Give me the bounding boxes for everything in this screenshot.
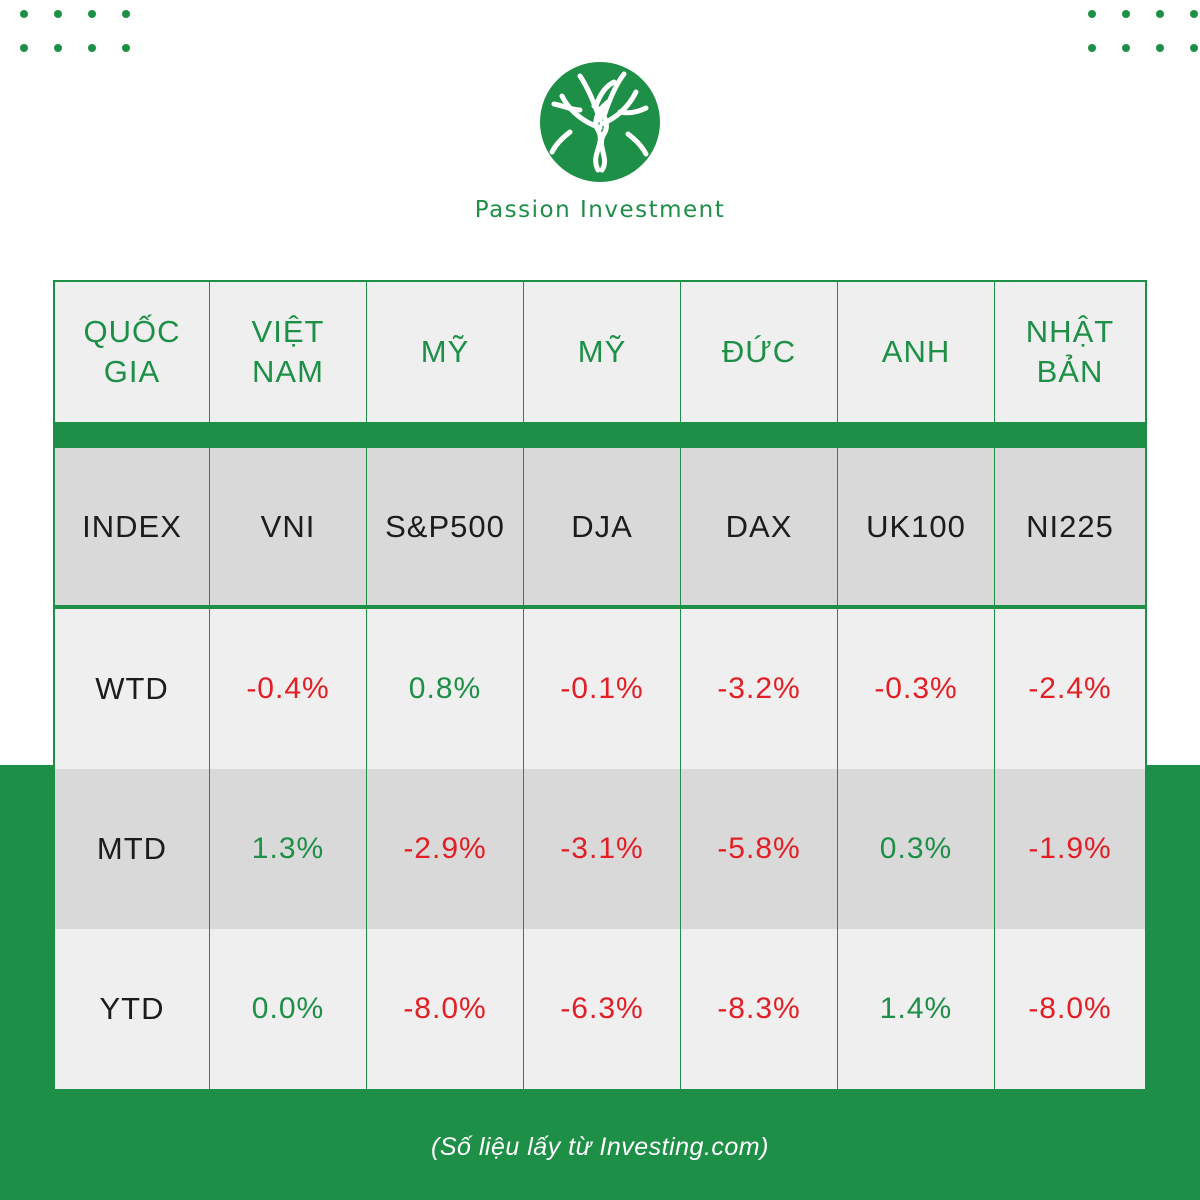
return-value: -0.1% xyxy=(524,609,681,769)
return-value: -8.0% xyxy=(1028,992,1112,1025)
return-value: -3.2% xyxy=(681,609,838,769)
source-footnote: (Số liệu lấy từ Investing.com) xyxy=(431,1133,769,1161)
return-value: -8.3% xyxy=(681,929,838,1089)
table-row: YTD 0.0% -8.0% -6.3% -8.3% 1.4% -8.0% xyxy=(55,929,1145,1089)
dot xyxy=(1122,44,1130,52)
dot xyxy=(1190,10,1198,18)
country-header-row: QUỐC GIA VIỆT NAM MỸ MỸ ĐỨC ANH NHẬT BẢN xyxy=(55,282,1145,422)
header-separator xyxy=(55,422,1145,448)
country-header-label: QUỐC GIA xyxy=(55,282,210,422)
return-value: -0.4% xyxy=(210,609,367,769)
dot xyxy=(1088,44,1096,52)
decorative-dots-right xyxy=(1088,10,1198,52)
country-name-line: MỸ xyxy=(577,334,627,369)
return-value: -8.0% xyxy=(367,929,524,1089)
dot xyxy=(122,44,130,52)
index-label: INDEX xyxy=(55,448,210,605)
country-header-label-line: GIA xyxy=(103,354,161,389)
index-name: DAX xyxy=(681,448,838,605)
country-uk: ANH xyxy=(838,282,995,422)
country-name-line: ĐỨC xyxy=(721,334,797,369)
return-value: 1.4% xyxy=(838,929,995,1089)
return-value: -5.8% xyxy=(681,769,838,929)
index-name: S&P500 xyxy=(367,448,524,605)
period-label: YTD xyxy=(55,929,210,1089)
country-usa: MỸ xyxy=(367,282,524,422)
brand-name: Passion Investment xyxy=(474,197,726,223)
table-row: WTD -0.4% 0.8% -0.1% -3.2% -0.3% -2.4% xyxy=(55,609,1145,769)
tree-logo-icon xyxy=(540,62,660,182)
dot xyxy=(1122,10,1130,18)
period-label: WTD xyxy=(55,609,210,769)
dot xyxy=(20,10,28,18)
return-value: -2.9% xyxy=(367,769,524,929)
country-header-label-line: QUỐC xyxy=(83,314,181,349)
dot xyxy=(20,44,28,52)
country-name-line: VIỆT xyxy=(251,314,325,349)
country-name-line: NHẬT xyxy=(1025,314,1115,349)
index-name-row: INDEX VNI S&P500 DJA DAX UK100 NI225 xyxy=(55,448,1145,605)
index-name: NI225 xyxy=(1026,508,1114,544)
country-name-line: MỸ xyxy=(420,334,470,369)
decorative-dots-left xyxy=(20,10,130,52)
return-value: 0.3% xyxy=(838,769,995,929)
dot xyxy=(1190,44,1198,52)
index-name: DJA xyxy=(524,448,681,605)
country-name-line: ANH xyxy=(881,334,951,369)
return-value: -2.4% xyxy=(1028,672,1112,705)
country-name-line: BẢN xyxy=(1036,354,1104,389)
dot xyxy=(122,10,130,18)
period-label: MTD xyxy=(55,769,210,929)
country-usa: MỸ xyxy=(524,282,681,422)
index-name: UK100 xyxy=(838,448,995,605)
dot xyxy=(1156,10,1164,18)
table-row: MTD 1.3% -2.9% -3.1% -5.8% 0.3% -1.9% xyxy=(55,769,1145,929)
return-value: 1.3% xyxy=(210,769,367,929)
dot xyxy=(88,10,96,18)
return-value: 0.8% xyxy=(367,609,524,769)
return-value: -1.9% xyxy=(1028,832,1112,865)
dot xyxy=(1088,10,1096,18)
return-value: -0.3% xyxy=(838,609,995,769)
dot xyxy=(54,10,62,18)
dot xyxy=(1156,44,1164,52)
index-separator xyxy=(55,605,1145,609)
country-germany: ĐỨC xyxy=(681,282,838,422)
return-value: 0.0% xyxy=(210,929,367,1089)
country-japan: NHẬT BẢN xyxy=(995,282,1145,422)
return-value: -3.1% xyxy=(524,769,681,929)
index-performance-table: QUỐC GIA VIỆT NAM MỸ MỸ ĐỨC ANH NHẬT BẢN IN… xyxy=(53,280,1147,1089)
index-name: VNI xyxy=(210,448,367,605)
country-vietnam: VIỆT NAM xyxy=(210,282,367,422)
return-value: -6.3% xyxy=(524,929,681,1089)
country-name-line: NAM xyxy=(252,354,324,389)
dot xyxy=(88,44,96,52)
dot xyxy=(54,44,62,52)
